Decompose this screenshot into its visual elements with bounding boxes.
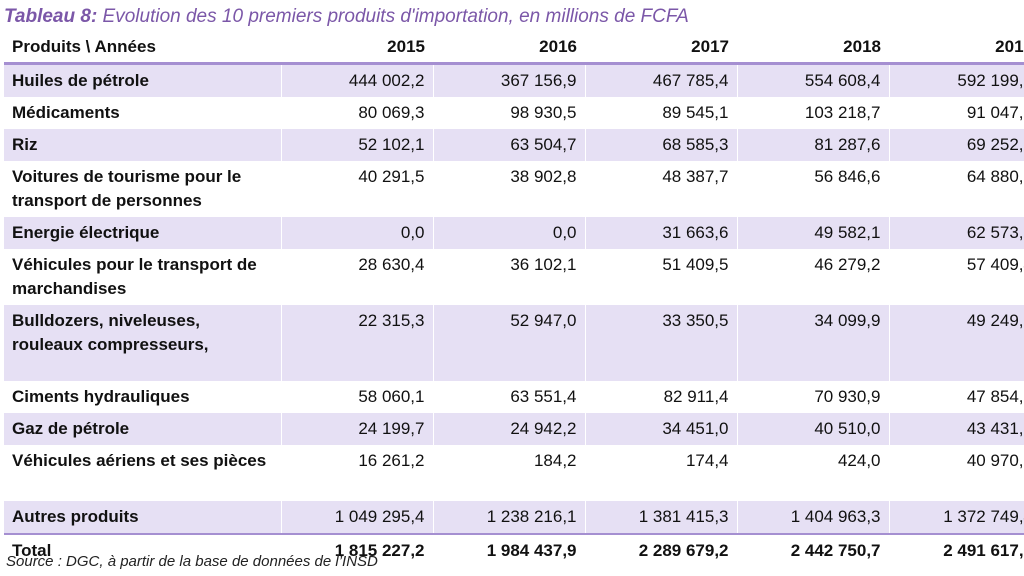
- total-value-cell: 2 491 617,6: [888, 534, 1024, 575]
- value-cell: 34 451,0: [584, 413, 737, 445]
- value-cell: 52 102,1: [280, 129, 433, 161]
- total-value-cell: 1 984 437,9: [432, 534, 585, 575]
- table-row: Ciments hydrauliques 58 060,1 63 551,4 8…: [4, 381, 1024, 413]
- product-name: Energie électrique: [12, 223, 160, 242]
- table-row: Autres produits 1 049 295,4 1 238 216,1 …: [4, 501, 1024, 534]
- table-title: Tableau 8: Evolution des 10 premiers pro…: [4, 4, 689, 30]
- value-cell: 43 431,7: [888, 413, 1024, 445]
- value-cell: 28 630,4: [280, 249, 433, 305]
- value-cell: 40 291,5: [280, 161, 433, 217]
- product-name: Autres produits: [12, 507, 139, 526]
- value-cell: 24 942,2: [432, 413, 585, 445]
- header-year: 2017: [691, 37, 729, 56]
- total-value-cell: 2 289 679,2: [584, 534, 737, 575]
- source-note: Source : DGC, à partir de la base de don…: [6, 553, 378, 570]
- value-cell: 38 902,8: [432, 161, 585, 217]
- value-cell: 1 372 749,4: [888, 501, 1024, 534]
- table-row: Gaz de pétrole 24 199,7 24 942,2 34 451,…: [4, 413, 1024, 445]
- value-cell: 63 551,4: [432, 381, 585, 413]
- value-cell: 56 846,6: [736, 161, 889, 217]
- header-year: 2019: [995, 37, 1024, 56]
- value-cell: 82 911,4: [584, 381, 737, 413]
- table-row: Riz 52 102,1 63 504,7 68 585,3 81 287,6 …: [4, 129, 1024, 161]
- value-cell: 0,0: [280, 217, 433, 249]
- value-cell: 24 199,7: [280, 413, 433, 445]
- value-cell: 51 409,5: [584, 249, 737, 305]
- value-cell: 58 060,1: [280, 381, 433, 413]
- value-cell: 424,0: [736, 445, 889, 501]
- table-row: Energie électrique 0,0 0,0 31 663,6 49 5…: [4, 217, 1024, 249]
- value-cell: 592 199,3: [888, 63, 1024, 97]
- value-cell: 103 218,7: [736, 97, 889, 129]
- imports-table: Produits \ Années 2015 2016 2017 2018 20…: [4, 32, 1024, 575]
- value-cell: 184,2: [432, 445, 585, 501]
- value-cell: 81 287,6: [736, 129, 889, 161]
- table-row: Voitures de tourisme pour le transport d…: [4, 161, 1024, 217]
- table-row: Médicaments 80 069,3 98 930,5 89 545,1 1…: [4, 97, 1024, 129]
- value-cell: 47 854,3: [888, 381, 1024, 413]
- table-title-text: Evolution des 10 premiers produits d'imp…: [102, 6, 689, 27]
- header-year: 2018: [843, 37, 881, 56]
- value-cell: 174,4: [584, 445, 737, 501]
- table-row: Véhicules pour le transport de marchandi…: [4, 249, 1024, 305]
- value-cell: 80 069,3: [280, 97, 433, 129]
- table-header-row: Produits \ Années 2015 2016 2017 2018 20…: [4, 32, 1024, 64]
- value-cell: 57 409,4: [888, 249, 1024, 305]
- value-cell: 98 930,5: [432, 97, 585, 129]
- value-cell: 40 970,2: [888, 445, 1024, 501]
- total-row: Total 1 815 227,2 1 984 437,9 2 289 679,…: [4, 534, 1024, 575]
- value-cell: 467 785,4: [584, 63, 737, 97]
- product-name: Bulldozers, niveleuses, rouleaux compres…: [12, 311, 209, 354]
- product-name: Médicaments: [12, 103, 120, 122]
- product-name: Huiles de pétrole: [12, 71, 149, 90]
- value-cell: 46 279,2: [736, 249, 889, 305]
- value-cell: 49 582,1: [736, 217, 889, 249]
- value-cell: 34 099,9: [736, 305, 889, 381]
- product-name: Véhicules aériens et ses pièces: [12, 451, 267, 470]
- value-cell: 444 002,2: [280, 63, 433, 97]
- value-cell: 22 315,3: [280, 305, 433, 381]
- total-value-cell: 1 815 227,2: [280, 534, 433, 575]
- value-cell: 36 102,1: [432, 249, 585, 305]
- value-cell: 63 504,7: [432, 129, 585, 161]
- value-cell: 70 930,9: [736, 381, 889, 413]
- value-cell: 91 047,8: [888, 97, 1024, 129]
- value-cell: 0,0: [432, 217, 585, 249]
- value-cell: 16 261,2: [280, 445, 433, 501]
- table-row: Véhicules aériens et ses pièces 16 261,2…: [4, 445, 1024, 501]
- header-year: 2016: [539, 37, 577, 56]
- value-cell: 1 381 415,3: [584, 501, 737, 534]
- product-name: Ciments hydrauliques: [12, 387, 190, 406]
- product-name: Voitures de tourisme pour le transport d…: [12, 167, 242, 210]
- value-cell: 69 252,6: [888, 129, 1024, 161]
- header-products: Produits \ Années: [12, 37, 156, 56]
- value-cell: 1 404 963,3: [736, 501, 889, 534]
- value-cell: 49 249,3: [888, 305, 1024, 381]
- value-cell: 62 573,3: [888, 217, 1024, 249]
- total-value-cell: 2 442 750,7: [736, 534, 889, 575]
- value-cell: 1 049 295,4: [280, 501, 433, 534]
- table-row: Huiles de pétrole 444 002,2 367 156,9 46…: [4, 63, 1024, 97]
- value-cell: 89 545,1: [584, 97, 737, 129]
- value-cell: 367 156,9: [432, 63, 585, 97]
- value-cell: 48 387,7: [584, 161, 737, 217]
- header-year: 2015: [387, 37, 425, 56]
- product-name: Riz: [12, 135, 38, 154]
- value-cell: 68 585,3: [584, 129, 737, 161]
- value-cell: 40 510,0: [736, 413, 889, 445]
- value-cell: 33 350,5: [584, 305, 737, 381]
- table-row: Bulldozers, niveleuses, rouleaux compres…: [4, 305, 1024, 381]
- total-label: Total: [12, 541, 52, 560]
- value-cell: 554 608,4: [736, 63, 889, 97]
- table-title-label: Tableau 8:: [4, 6, 98, 27]
- value-cell: 1 238 216,1: [432, 501, 585, 534]
- value-cell: 52 947,0: [432, 305, 585, 381]
- product-name: Véhicules pour le transport de marchandi…: [12, 255, 257, 298]
- product-name: Gaz de pétrole: [12, 419, 130, 438]
- value-cell: 64 880,3: [888, 161, 1024, 217]
- value-cell: 31 663,6: [584, 217, 737, 249]
